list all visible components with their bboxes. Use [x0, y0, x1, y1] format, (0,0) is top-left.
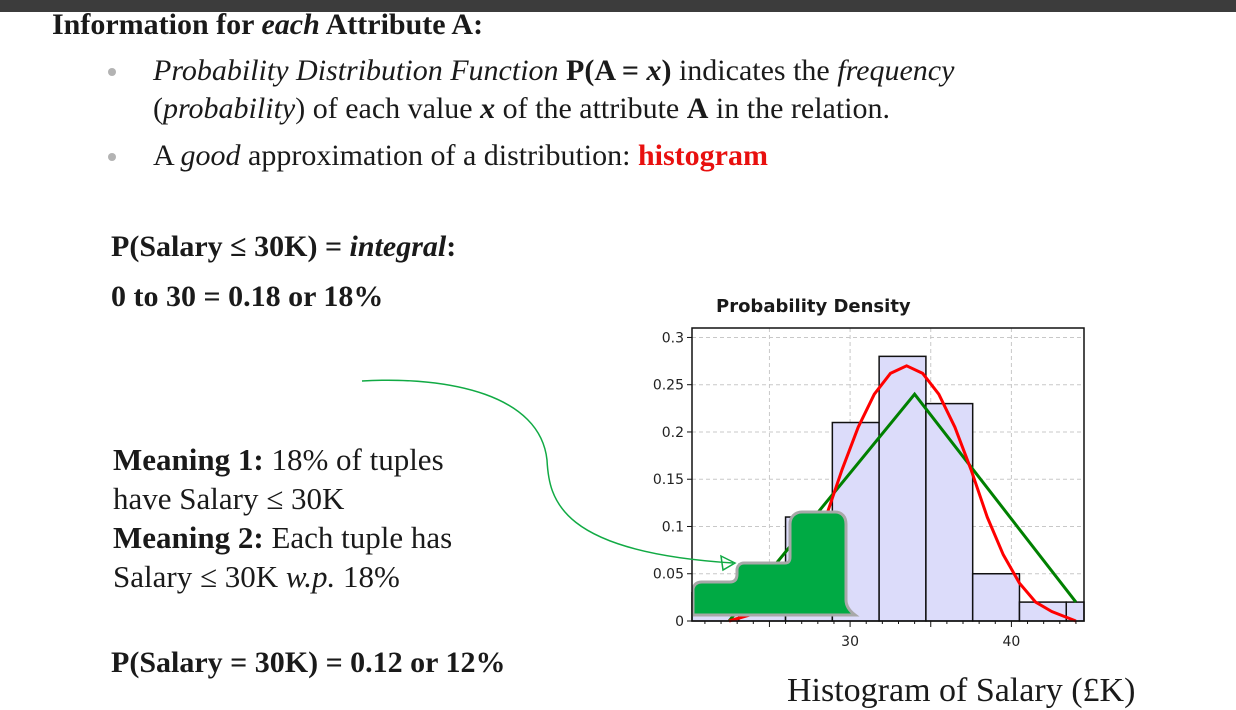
top-bar — [0, 0, 1236, 12]
axes: 0 0.05 0.1 0.15 0.2 0.25 0.3 30 40 — [653, 327, 1085, 650]
bullet-dot — [108, 68, 116, 76]
figure-caption: Histogram of Salary (£K) — [787, 672, 1136, 709]
heading: Information for each Attribute A: — [52, 8, 484, 41]
shaded-integral-area — [691, 510, 860, 617]
y-tick-label: 0 — [675, 614, 684, 630]
chart-title: Probability Density — [716, 296, 911, 317]
histogram-bar — [971, 572, 1021, 622]
grid-lines — [692, 328, 1084, 621]
histogram-bar — [1018, 601, 1068, 622]
y-tick-label: 0.15 — [653, 472, 684, 488]
formula-result: 0 to 30 = 0.18 or 18% — [111, 280, 384, 313]
meaning-block: Meaning 1: 18% of tuples have Salary ≤ 3… — [113, 442, 453, 594]
y-tick-label: 0.05 — [653, 567, 684, 583]
histogram-bar — [878, 355, 927, 622]
y-tick-label: 0.3 — [662, 330, 684, 346]
density-curves — [727, 364, 1078, 623]
normal-density-curve — [728, 364, 1077, 623]
x-tick-label: 40 — [1002, 634, 1020, 650]
histogram-bar — [784, 516, 834, 622]
histogram-bar — [738, 563, 787, 622]
triangle-density-line — [727, 391, 1078, 622]
y-tick-label: 0.25 — [653, 378, 684, 394]
bullet-histogram: A good approximation of a distribution: … — [108, 137, 1208, 175]
y-tick-label: 0.1 — [662, 519, 684, 535]
histogram-bar — [1065, 601, 1085, 622]
bullet-pdf: Probability Distribution Function P(A = … — [108, 52, 1208, 128]
histogram-bar — [925, 402, 974, 622]
histogram-bars — [691, 355, 1085, 622]
plot-frame — [691, 327, 1085, 622]
histogram-bar — [691, 591, 740, 622]
histogram-bar — [831, 421, 880, 622]
formula-integral: P(Salary ≤ 30K) = integral: — [111, 230, 457, 263]
x-tick-label: 30 — [841, 634, 859, 650]
bullet-dot — [108, 153, 116, 161]
arrow-head — [720, 554, 737, 572]
formula-point: P(Salary = 30K) = 0.12 or 12% — [111, 646, 506, 679]
y-tick-label: 0.2 — [662, 425, 684, 441]
bullet-list: Probability Distribution Function P(A = … — [108, 52, 1208, 175]
